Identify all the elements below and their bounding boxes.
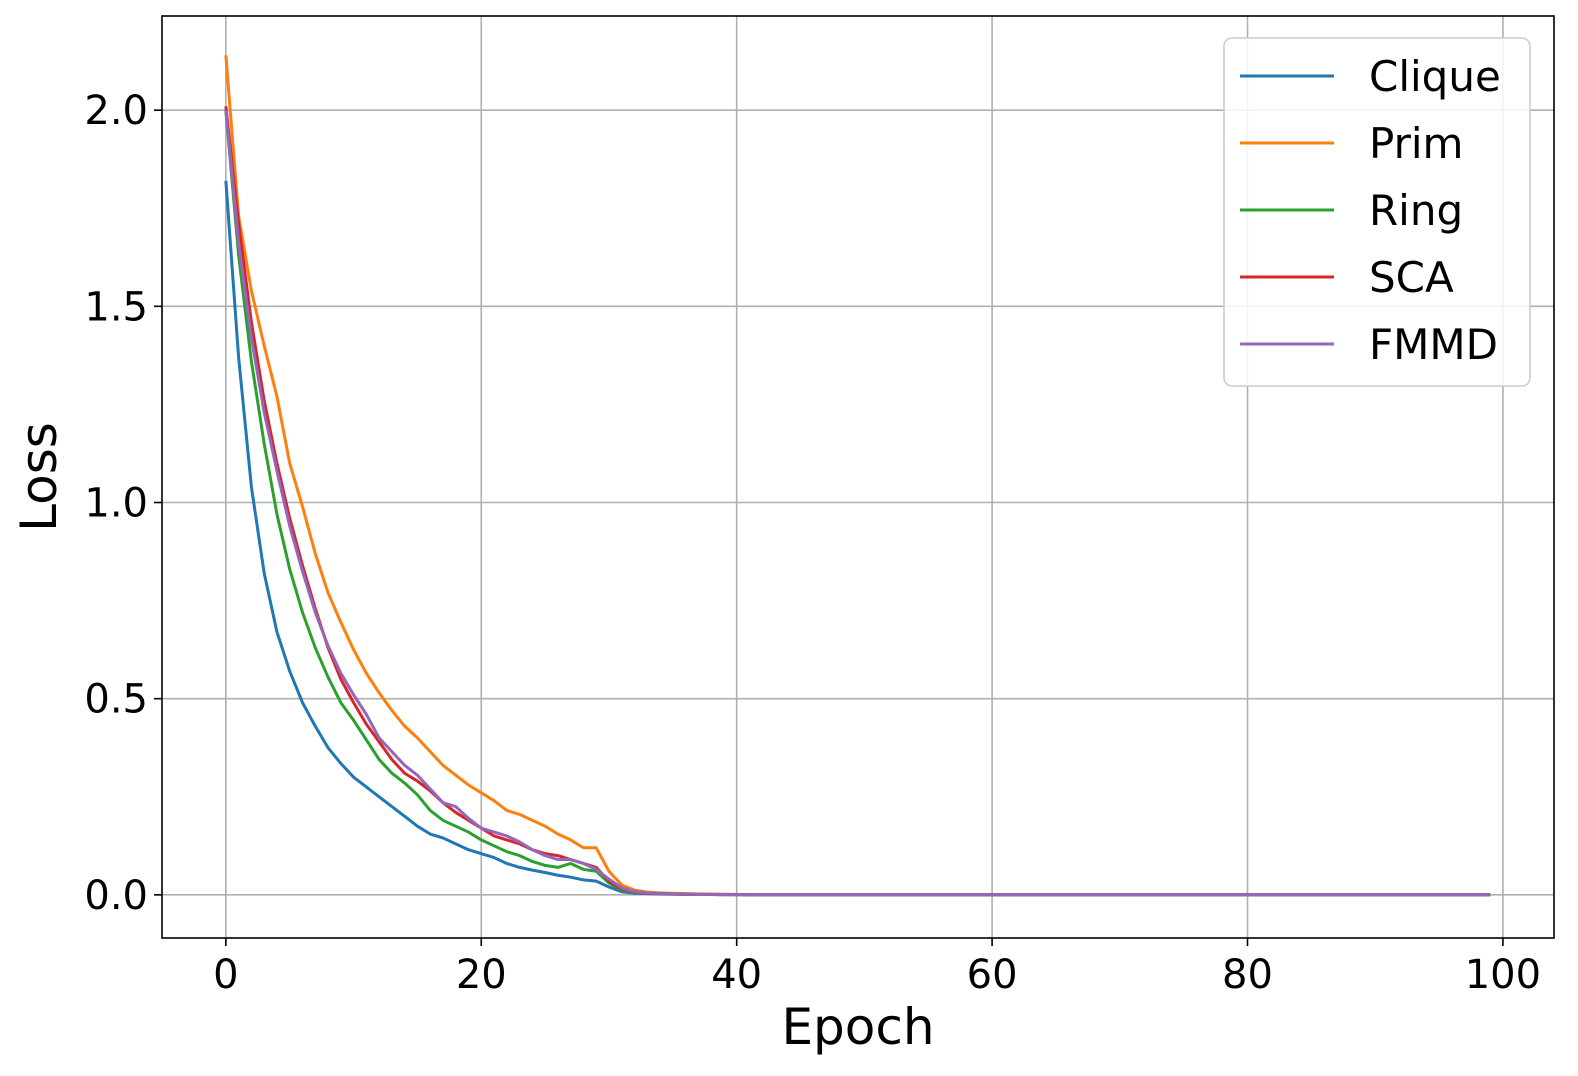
y-tick-label: 2.0 [84,88,148,134]
legend-label-prim: Prim [1369,119,1463,168]
y-tick-label: 1.5 [84,284,148,330]
x-tick-label: 20 [456,952,507,998]
y-tick-label: 0.5 [84,677,148,723]
legend-box [1223,37,1531,387]
legend-label-ring: Ring [1369,186,1463,235]
x-tick-label: 40 [711,952,762,998]
plot-frame [161,15,1555,939]
legend-label-clique: Clique [1369,52,1501,101]
x-tick-label: 60 [967,952,1018,998]
x-tick-label: 80 [1222,952,1273,998]
legend-label-sca: SCA [1369,253,1454,302]
y-axis-title: Loss [10,422,68,532]
legend: Clique Prim Ring SCA FMMD [1223,37,1531,387]
legend-label-fmmd: FMMD [1369,320,1498,369]
x-tick-label: 0 [213,952,238,998]
series-line-fmmd [224,110,1491,897]
x-axis-title: Epoch [781,998,934,1056]
x-tick-label: 100 [1465,952,1541,998]
axis-ticks: 0 20 40 60 80 100 0.0 0.5 1.0 1.5 2.0 [84,88,1541,998]
y-tick-label: 1.0 [84,481,148,527]
series-lines [224,55,1491,897]
y-tick-label: 0.0 [84,873,148,919]
